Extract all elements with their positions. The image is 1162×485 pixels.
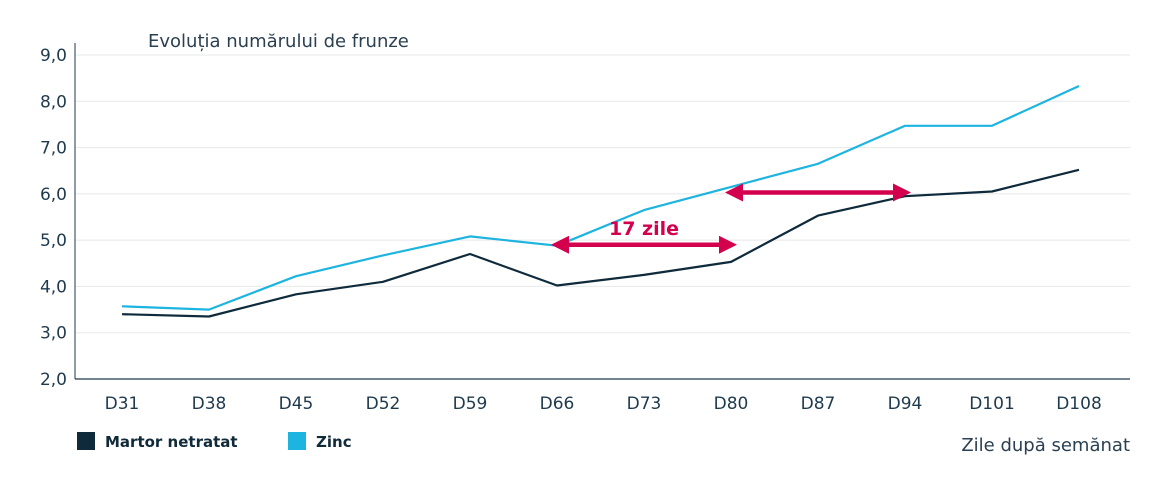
y-tick-label: 5,0: [40, 231, 67, 251]
series-lines: [121, 84, 1080, 318]
legend: Martor netratat Zinc: [77, 432, 352, 451]
y-tick-label: 9,0: [40, 46, 67, 66]
x-axis-label: Zile după semănat: [961, 435, 1130, 456]
x-tick-label: D80: [714, 394, 749, 414]
y-tick-label: 8,0: [40, 92, 67, 112]
x-tick-label: D101: [969, 394, 1015, 414]
x-tick-label: D73: [627, 394, 662, 414]
series-line-0: [121, 168, 1080, 318]
x-axis: D31 D38 D45 D52 D59 D66 D73 D80 D87 D94 D101 D108: [105, 394, 1102, 414]
legend-label: Zinc: [316, 433, 352, 451]
y-tick-label: 4,0: [40, 277, 67, 297]
x-tick-label: D52: [366, 394, 401, 414]
grid: [75, 54, 1130, 334]
y-axis: 2,0 3,0 4,0 5,0 6,0 7,0 8,0 9,0: [40, 43, 1130, 390]
x-tick-label: D94: [888, 394, 923, 414]
x-tick-label: D45: [279, 394, 314, 414]
x-tick-label: D59: [453, 394, 488, 414]
y-tick-label: 2,0: [40, 370, 67, 390]
x-tick-label: D31: [105, 394, 140, 414]
y-tick-label: 6,0: [40, 185, 67, 205]
y-tick-label: 3,0: [40, 324, 67, 344]
x-tick-label: D66: [540, 394, 575, 414]
annotations: 17 zile: [551, 183, 911, 254]
legend-swatch: [77, 432, 95, 450]
chart-title: Evoluția numărului de frunze: [148, 31, 409, 52]
x-tick-label: D108: [1056, 394, 1102, 414]
y-tick-label: 7,0: [40, 139, 67, 159]
x-tick-label: D38: [192, 394, 227, 414]
annotation-label: 17 zile: [609, 218, 679, 240]
legend-swatch: [288, 432, 306, 450]
legend-label: Martor netratat: [105, 433, 238, 451]
series-line-1: [121, 84, 1080, 311]
x-tick-label: D87: [801, 394, 836, 414]
